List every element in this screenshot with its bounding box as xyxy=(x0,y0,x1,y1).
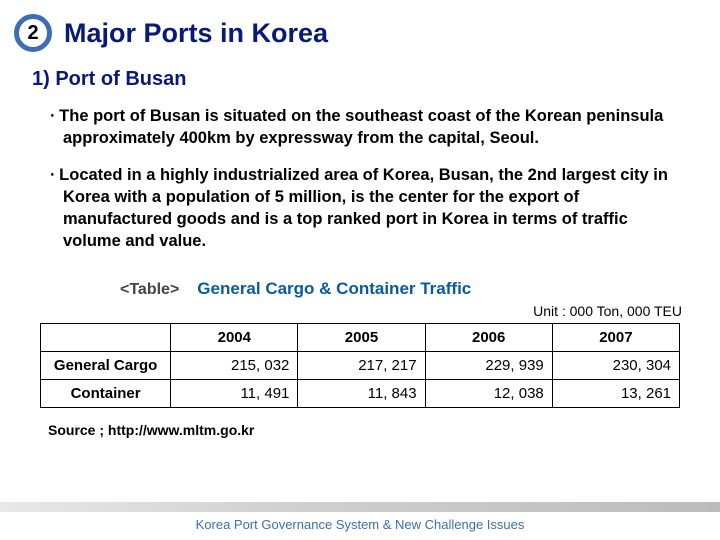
cell: 11, 491 xyxy=(171,379,298,407)
table-corner-cell xyxy=(41,323,171,351)
footer-text: Korea Port Governance System & New Chall… xyxy=(0,517,720,532)
bullet-2: ∙ Located in a highly industrialized are… xyxy=(50,164,680,253)
source-line: Source ; http://www.mltm.go.kr xyxy=(48,422,720,438)
col-2007: 2007 xyxy=(552,323,679,351)
bullet-1: ∙ The port of Busan is situated on the s… xyxy=(50,105,680,150)
col-2005: 2005 xyxy=(298,323,425,351)
footer-bar xyxy=(0,502,720,512)
cell: 229, 939 xyxy=(425,351,552,379)
table-header-row: 2004 2005 2006 2007 xyxy=(41,323,680,351)
row-label-container: Container xyxy=(41,379,171,407)
cell: 12, 038 xyxy=(425,379,552,407)
cell: 217, 217 xyxy=(298,351,425,379)
cargo-table: 2004 2005 2006 2007 General Cargo 215, 0… xyxy=(40,323,680,408)
page-title: Major Ports in Korea xyxy=(64,18,328,49)
row-label-general-cargo: General Cargo xyxy=(41,351,171,379)
col-2006: 2006 xyxy=(425,323,552,351)
header: 2 Major Ports in Korea xyxy=(0,0,720,52)
table-caption: General Cargo & Container Traffic xyxy=(197,279,471,299)
subtitle: 1) Port of Busan xyxy=(32,68,720,91)
cell: 13, 261 xyxy=(552,379,679,407)
table-unit: Unit : 000 Ton, 000 TEU xyxy=(0,303,682,319)
cell: 215, 032 xyxy=(171,351,298,379)
table-row: Container 11, 491 11, 843 12, 038 13, 26… xyxy=(41,379,680,407)
col-2004: 2004 xyxy=(171,323,298,351)
section-number-badge: 2 xyxy=(14,14,52,52)
table-row: General Cargo 215, 032 217, 217 229, 939… xyxy=(41,351,680,379)
cell: 11, 843 xyxy=(298,379,425,407)
table-label: <Table> xyxy=(120,281,179,299)
table-header-row: <Table> General Cargo & Container Traffi… xyxy=(120,279,720,299)
cell: 230, 304 xyxy=(552,351,679,379)
badge-number: 2 xyxy=(27,22,38,45)
